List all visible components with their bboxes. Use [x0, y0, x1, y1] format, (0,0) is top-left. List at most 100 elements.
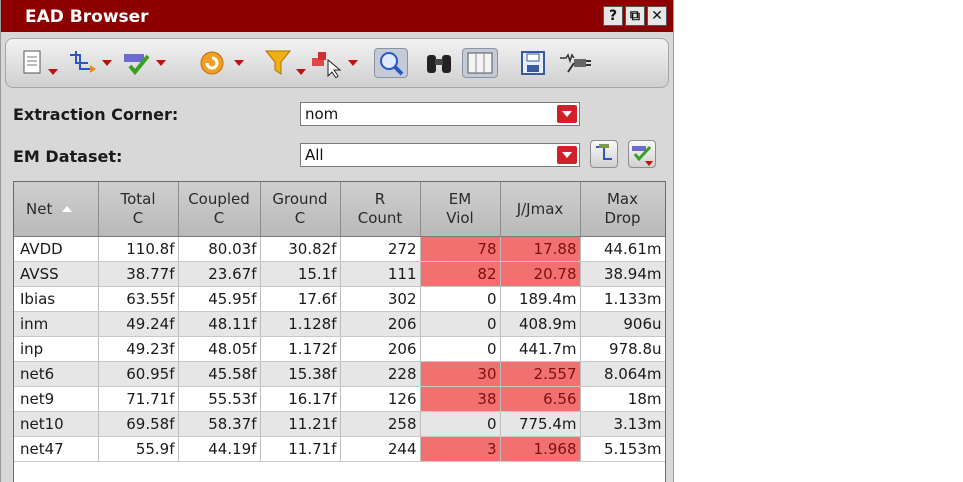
cell-r-count: 244: [340, 436, 421, 462]
column-header-coupled-c[interactable]: Coupled C: [178, 182, 261, 237]
cell-ground-c: 15.1f: [260, 261, 341, 287]
em-dataset-label: EM Dataset:: [13, 147, 123, 166]
cell-ground-c: 11.21f: [260, 411, 341, 437]
column-header-r-count[interactable]: R Count: [340, 182, 421, 237]
table-row[interactable]: inm 49.24f 48.11f 1.128f 206 0 408.9m 90…: [14, 311, 665, 337]
cell-net: Ibias: [14, 286, 99, 312]
cell-max-drop: 906u: [580, 311, 665, 337]
table-row[interactable]: AVSS 38.77f 23.67f 15.1f 111 82 20.78 38…: [14, 261, 665, 287]
cell-ground-c: 1.172f: [260, 336, 341, 362]
cell-coupled-c: 48.05f: [178, 336, 261, 362]
cell-coupled-c: 58.37f: [178, 411, 261, 437]
cell-max-drop: 8.064m: [580, 361, 665, 387]
cell-ground-c: 30.82f: [260, 236, 341, 262]
cell-ground-c: 15.38f: [260, 361, 341, 387]
cell-max-drop: 18m: [580, 386, 665, 412]
cell-em-viol: 38: [420, 386, 501, 412]
window-title: EAD Browser: [25, 7, 149, 27]
table-row[interactable]: net10 69.58f 58.37f 11.21f 258 0 775.4m …: [14, 411, 665, 437]
refresh-menu-button[interactable]: [198, 48, 244, 78]
table-row[interactable]: net9 71.71f 55.53f 16.17f 126 38 6.56 18…: [14, 386, 665, 412]
cell-total-c: 49.24f: [98, 311, 179, 337]
cell-r-count: 258: [340, 411, 421, 437]
cell-j-jmax: 441.7m: [500, 336, 581, 362]
column-header-ground-c[interactable]: Ground C: [260, 182, 341, 237]
cell-r-count: 302: [340, 286, 421, 312]
cell-coupled-c: 48.11f: [178, 311, 261, 337]
cell-em-viol: 0: [420, 311, 501, 337]
cell-r-count: 206: [340, 336, 421, 362]
cell-ground-c: 11.71f: [260, 436, 341, 462]
ead-browser-window: EAD Browser ? ⧉ ✕: [0, 0, 674, 482]
column-header-j-jmax[interactable]: J/Jmax: [500, 182, 581, 237]
dataset-flow-button[interactable]: [590, 140, 618, 168]
filter-menu-button[interactable]: [264, 48, 306, 78]
check-filter-icon: [632, 145, 653, 166]
cell-ground-c: 1.128f: [260, 311, 341, 337]
cell-j-jmax: 1.968: [500, 436, 581, 462]
cell-net: net10: [14, 411, 99, 437]
caret-down-icon: [348, 60, 358, 66]
cell-coupled-c: 44.19f: [178, 436, 261, 462]
cell-j-jmax: 20.78: [500, 261, 581, 287]
flow-menu-button[interactable]: [66, 48, 112, 78]
cell-j-jmax: 775.4m: [500, 411, 581, 437]
dropdown-arrow-icon[interactable]: [557, 105, 577, 123]
select-menu-button[interactable]: [310, 48, 358, 78]
cell-max-drop: 3.13m: [580, 411, 665, 437]
restore-button[interactable]: ⧉: [625, 6, 645, 26]
cell-ground-c: 16.17f: [260, 386, 341, 412]
em-dataset-select[interactable]: All: [300, 143, 580, 167]
funnel-icon: [264, 50, 292, 75]
toolbar: [5, 38, 669, 88]
table-row[interactable]: AVDD 110.8f 80.03f 30.82f 272 78 17.88 4…: [14, 236, 665, 262]
sort-ascending-icon: [62, 206, 73, 212]
dropdown-arrow-icon[interactable]: [557, 146, 577, 164]
zoom-icon: [380, 52, 404, 76]
table-row[interactable]: inp 49.23f 48.05f 1.172f 206 0 441.7m 97…: [14, 336, 665, 362]
column-header-em-viol[interactable]: EM Viol: [420, 182, 501, 237]
select-pointer-icon: [312, 52, 342, 78]
table-row[interactable]: Ibias 63.55f 45.95f 17.6f 302 0 189.4m 1…: [14, 286, 665, 312]
binoculars-icon: [427, 55, 451, 73]
document-menu-button[interactable]: [22, 48, 58, 78]
flow-icon: [70, 51, 96, 73]
cell-em-viol: 78: [420, 236, 501, 262]
cell-net: AVSS: [14, 261, 99, 287]
save-icon: [521, 51, 545, 75]
connect-button[interactable]: [558, 48, 592, 78]
cell-total-c: 110.8f: [98, 236, 179, 262]
cell-j-jmax: 408.9m: [500, 311, 581, 337]
extraction-corner-value: nom: [305, 105, 339, 123]
dataset-check-button[interactable]: [628, 140, 656, 168]
cell-net: inp: [14, 336, 99, 362]
cell-coupled-c: 55.53f: [178, 386, 261, 412]
column-header-max-drop[interactable]: Max Drop: [580, 182, 665, 237]
close-button[interactable]: ✕: [647, 6, 667, 26]
column-header-net[interactable]: Net: [14, 182, 99, 237]
check-filter-menu-button[interactable]: [122, 48, 166, 78]
help-button[interactable]: ?: [603, 6, 623, 26]
cell-em-viol: 82: [420, 261, 501, 287]
cell-max-drop: 38.94m: [580, 261, 665, 287]
cell-coupled-c: 45.95f: [178, 286, 261, 312]
column-header-total-c[interactable]: Total C: [98, 182, 179, 237]
find-button[interactable]: [424, 48, 454, 78]
table-row[interactable]: net47 55.9f 44.19f 11.71f 244 3 1.968 5.…: [14, 436, 665, 462]
table-header-row: Net Total C Coupled C Ground C R Count EM Vio…: [14, 182, 665, 237]
layout-button[interactable]: [462, 48, 498, 78]
em-dataset-value: All: [305, 146, 324, 164]
window-controls: ? ⧉ ✕: [603, 6, 667, 26]
zoom-button[interactable]: [374, 48, 408, 78]
document-icon: [23, 50, 41, 74]
table-row[interactable]: net6 60.95f 45.58f 15.38f 228 30 2.557 8…: [14, 361, 665, 387]
cell-em-viol: 0: [420, 411, 501, 437]
cell-max-drop: 1.133m: [580, 286, 665, 312]
cell-ground-c: 17.6f: [260, 286, 341, 312]
save-button[interactable]: [520, 48, 546, 78]
extraction-corner-select[interactable]: nom: [300, 102, 580, 126]
cell-j-jmax: 17.88: [500, 236, 581, 262]
cell-total-c: 71.71f: [98, 386, 179, 412]
cell-j-jmax: 2.557: [500, 361, 581, 387]
cell-max-drop: 978.8u: [580, 336, 665, 362]
